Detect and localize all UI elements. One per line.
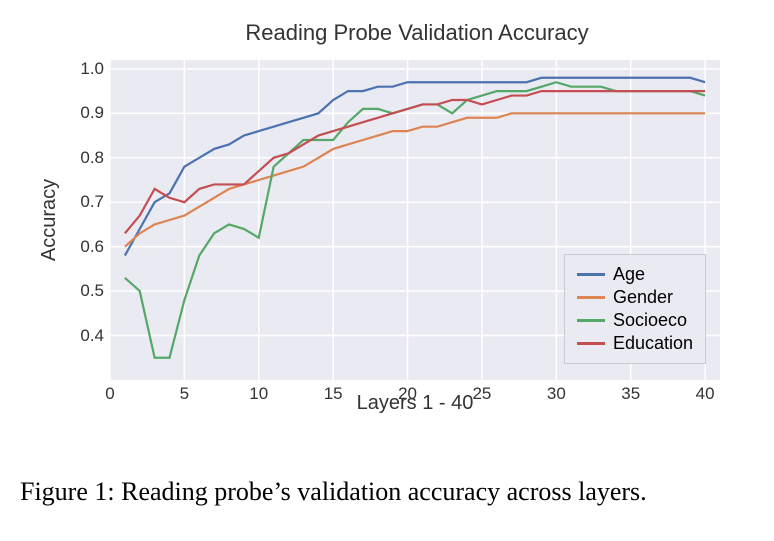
y-tick-label: 0.5 (54, 281, 104, 301)
y-tick-label: 0.4 (54, 326, 104, 346)
legend: AgeGenderSocioecoEducation (564, 254, 706, 364)
legend-swatch (577, 319, 605, 322)
legend-item: Socioeco (577, 309, 693, 332)
legend-label: Education (613, 333, 693, 354)
legend-swatch (577, 273, 605, 276)
chart-container: Reading Probe Validation Accuracy Accura… (20, 20, 754, 440)
y-tick-label: 0.9 (54, 103, 104, 123)
chart-title: Reading Probe Validation Accuracy (80, 20, 754, 46)
legend-item: Gender (577, 286, 693, 309)
y-tick-label: 0.8 (54, 148, 104, 168)
series-gender (125, 113, 705, 246)
figure-caption: Figure 1: Reading probe’s validation acc… (20, 474, 740, 509)
legend-item: Age (577, 263, 693, 286)
legend-swatch (577, 296, 605, 299)
y-tick-label: 0.6 (54, 237, 104, 257)
series-age (125, 78, 705, 256)
plot-area: AgeGenderSocioecoEducation (110, 60, 720, 380)
legend-label: Age (613, 264, 645, 285)
x-axis-label: Layers 1 - 40 (110, 392, 720, 415)
legend-label: Socioeco (613, 310, 687, 331)
legend-item: Education (577, 332, 693, 355)
legend-label: Gender (613, 287, 673, 308)
y-tick-label: 1.0 (54, 59, 104, 79)
legend-swatch (577, 342, 605, 345)
y-tick-label: 0.7 (54, 192, 104, 212)
